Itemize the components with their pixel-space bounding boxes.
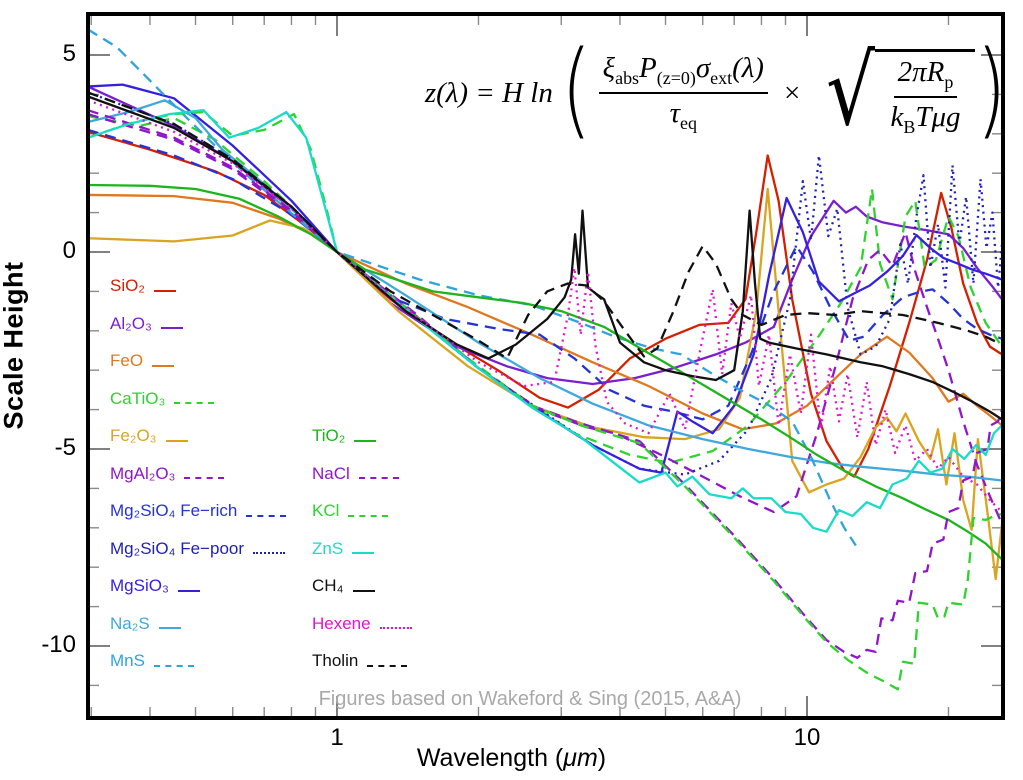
square-root: √ 2πRp kBTμg: [820, 43, 975, 139]
legend-label: Na₂S: [110, 613, 150, 633]
legend-line-sample: [184, 477, 225, 479]
series-na2s-line: [89, 99, 1002, 482]
legend-item-fe2o3: Fe₂O₃: [110, 426, 188, 446]
legend-line-sample: [379, 627, 412, 629]
x-axis-title: Wavelength (μm): [0, 744, 1023, 773]
legend-label: CH₄: [312, 576, 344, 595]
equation-row: z(λ) = H ln (ξabsP(z=0)σext(λ) τeq × √ 2πRp k…: [424, 28, 1007, 150]
x-axis-title-unit: μm: [563, 744, 598, 772]
series-zns-line: [89, 109, 1002, 533]
equation-annotation: z(λ) = H ln (ξabsP(z=0)σext(λ) τeq × √ 2πRp k…: [418, 34, 1014, 152]
legend-item-mg2sio4-fe-poor: Mg₂SiO₄ Fe−poor: [110, 538, 286, 559]
y-tick-label-5: 5: [62, 40, 76, 67]
legend-label: SiO₂: [110, 276, 145, 295]
legend-line-sample: [246, 514, 287, 517]
legend-line-sample: [177, 589, 200, 592]
legend-line-sample: [153, 289, 176, 292]
x-tick-label-1: 1: [330, 724, 344, 751]
legend-label: NaCl: [312, 463, 350, 483]
y-tick-label--5: -5: [54, 434, 76, 461]
series-lines: [89, 28, 1002, 691]
legend-label: Hexene: [312, 613, 371, 633]
times-operator: ×: [783, 76, 801, 109]
legend-line-sample: [158, 627, 181, 629]
legend-line-sample: [354, 439, 377, 442]
legend-line-sample: [352, 589, 375, 592]
legend-line-sample: [160, 327, 183, 329]
legend-label: CaTiO₃: [110, 388, 166, 408]
legend-item-sio2: SiO₂: [110, 276, 176, 296]
equation-fraction: ξabsP(z=0)σext(λ) τeq: [598, 52, 768, 134]
series-mgal2o3-line: [89, 113, 1002, 525]
x-axis-title-pre: Wavelength (: [416, 744, 564, 772]
legend-item-nacl: NaCl: [312, 464, 399, 484]
legend-label: MgAl₂O₃: [110, 463, 176, 483]
legend-item-mgsio3: MgSiO₃: [110, 576, 200, 596]
legend-line-sample: [153, 664, 194, 667]
legend-line-sample: [165, 439, 188, 442]
series-tio2-line: [89, 183, 1002, 561]
legend-label: MnS: [110, 651, 145, 670]
legend-label: KCl: [312, 501, 340, 520]
series-sio2-line: [89, 130, 1002, 478]
legend-item-feo: FeO: [110, 351, 175, 371]
legend-label: Al₂O₃: [110, 313, 152, 333]
legend-line-sample: [152, 364, 175, 367]
legend-label: Mg₂SiO₄ Fe−rich: [110, 501, 238, 520]
legend-label: FeO: [110, 351, 144, 370]
legend-label: TiO₂: [312, 426, 346, 445]
legend-line-sample: [352, 552, 375, 554]
series-mns-line: [89, 28, 857, 547]
legend-label: MgSiO₃: [110, 576, 169, 595]
x-tick-label-10: 10: [793, 724, 821, 751]
attribution-text: Figures based on Wakeford & Sing (2015, …: [318, 688, 742, 710]
legend-line-sample: [367, 664, 408, 667]
legend-item-tio2: TiO₂: [312, 426, 377, 446]
y-tick-label-0: 0: [62, 237, 76, 264]
legend-item-hexene: Hexene: [312, 614, 412, 634]
equation-prefix: z(λ) = H ln: [424, 76, 561, 109]
series-kcl-line: [89, 110, 1002, 691]
legend-item-mgal2o3: MgAl₂O₃: [110, 463, 225, 484]
series-fe2o3-line: [89, 187, 1002, 581]
legend-item-ch4: CH₄: [312, 576, 375, 596]
legend-item-na2s: Na₂S: [110, 614, 181, 634]
series-ch4-line: [89, 95, 1002, 421]
legend-item-kcl: KCl: [312, 501, 389, 521]
series-tholin-line: [89, 91, 1002, 360]
legend-label: Fe₂O₃: [110, 426, 157, 445]
x-axis-title-post: ): [597, 744, 607, 772]
legend-label: Tholin: [312, 651, 359, 670]
legend-item-mns: MnS: [110, 651, 194, 671]
legend-line-sample: [253, 552, 286, 554]
legend-label: ZnS: [312, 538, 344, 558]
legend-label: Mg₂SiO₄ Fe−poor: [110, 538, 245, 558]
plot-frame: [86, 12, 1005, 720]
legend-line-sample: [348, 514, 389, 517]
legend-line-sample: [174, 402, 215, 404]
series-mg2sio4-fe-rich-line: [89, 129, 1002, 421]
legend-line-sample: [358, 477, 399, 479]
legend-item-mg2sio4-fe-rich: Mg₂SiO₄ Fe−rich: [110, 501, 287, 521]
legend-item-catio3: CaTiO₃: [110, 388, 215, 409]
legend-item-al2o3: Al₂O₃: [110, 314, 183, 334]
y-tick-label--10: -10: [41, 631, 76, 658]
legend-item-zns: ZnS: [312, 538, 375, 559]
series-nacl-line: [89, 109, 1002, 659]
legend-item-tholin: Tholin: [312, 651, 408, 671]
